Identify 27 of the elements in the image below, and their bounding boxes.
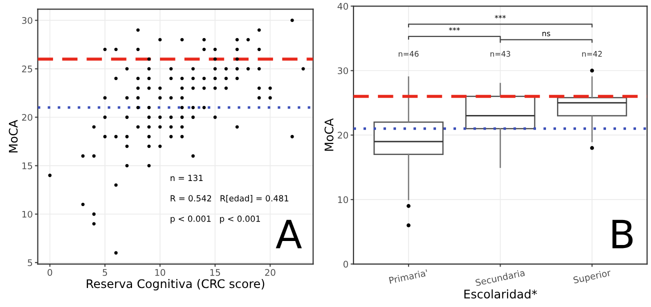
annotation: R = 0.542 R[edad] = 0.481 <box>170 195 288 202</box>
x-tick-label: 20 <box>265 269 276 276</box>
y-axis-title: MoCA <box>324 118 334 151</box>
annotation: n = 131 <box>170 174 203 182</box>
y-tick-label: 20 <box>22 114 32 121</box>
annotation: A <box>276 220 302 248</box>
y-tick-label: 0 <box>343 260 348 268</box>
x-tick-label: 0 <box>48 269 52 276</box>
y-tick-label: 25 <box>22 66 32 72</box>
x-axis-title: Reserva Cognitiva (CRC score) <box>86 279 264 290</box>
x-tick-label: 15 <box>210 269 220 276</box>
y-tick-label: 40 <box>338 2 348 10</box>
x-tick-label: 5 <box>102 269 108 276</box>
annotation: B <box>612 220 633 248</box>
y-tick-label: 10 <box>22 210 32 218</box>
y-tick-label: 20 <box>338 132 348 139</box>
x-tick-label: Superior <box>573 268 612 286</box>
y-tick-label: 15 <box>22 162 32 170</box>
y-tick-label: 30 <box>338 67 348 74</box>
x-axis-title: Escolaridad* <box>464 289 537 298</box>
x-tick-label: 10 <box>155 269 166 276</box>
y-tick-label: 30 <box>22 17 32 24</box>
y-tick-label: 5 <box>28 259 32 266</box>
y-axis-title: MoCA <box>8 120 18 152</box>
x-tick-label: Primaria' <box>388 269 428 284</box>
y-tick-label: 10 <box>338 196 348 204</box>
annotation: p < 0.001 p < 0.001 <box>170 216 260 224</box>
